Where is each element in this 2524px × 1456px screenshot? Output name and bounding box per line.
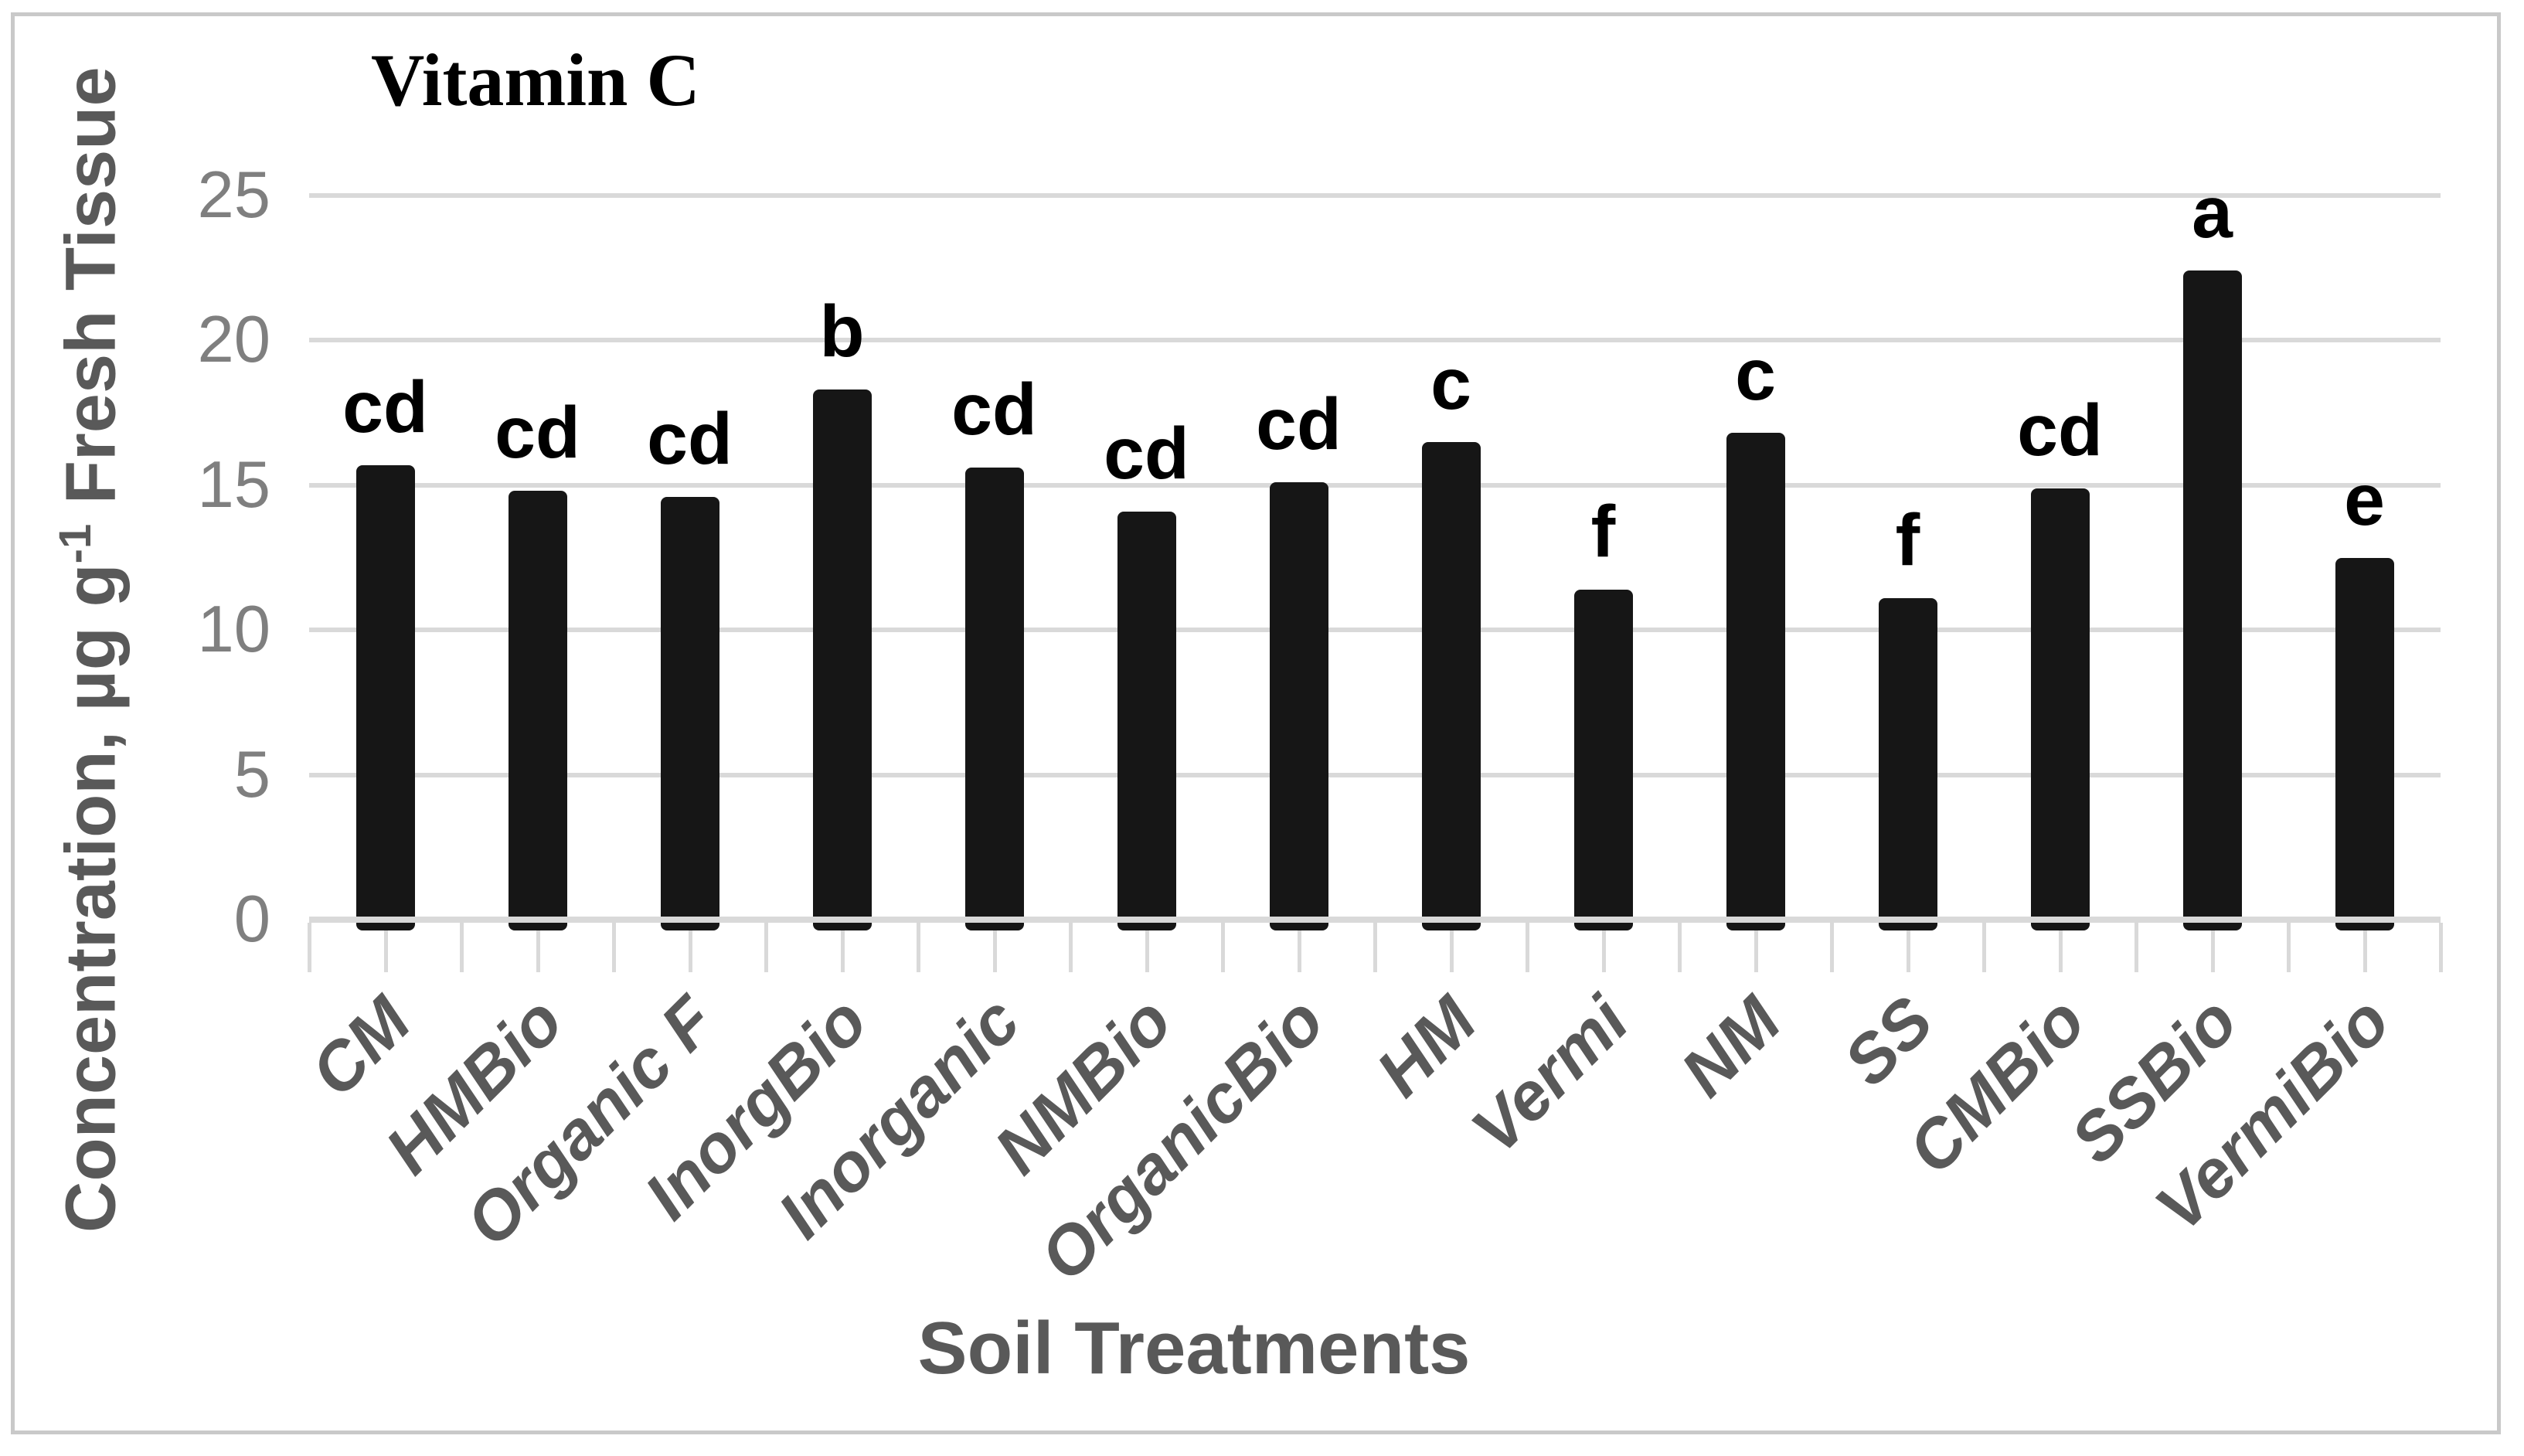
x-axis-tick xyxy=(1526,923,1529,972)
significance-letter-OrganicBio: cd xyxy=(1256,383,1342,466)
significance-letter-Inorganic: cd xyxy=(951,369,1037,451)
x-axis-tick xyxy=(2210,923,2215,972)
significance-letter-SS: f xyxy=(1895,498,1920,581)
bar-NM xyxy=(1726,433,1785,930)
x-axis-tick xyxy=(992,923,997,972)
y-tick-label-10: 10 xyxy=(197,593,270,667)
x-axis-tick xyxy=(308,923,311,972)
bar-SS xyxy=(1878,597,1937,930)
x-axis-tick xyxy=(1373,923,1377,972)
significance-letter-VermiBio: e xyxy=(2344,458,2385,541)
x-axis-tick xyxy=(383,923,388,972)
x-axis-tick xyxy=(1069,923,1073,972)
bar-CM xyxy=(355,464,415,930)
x-axis-tick xyxy=(1297,923,1301,972)
significance-letter-CM: cd xyxy=(342,366,428,448)
x-axis-tick xyxy=(1221,923,1225,972)
chart-title: Vitamin C xyxy=(371,39,700,121)
y-tick-label-15: 15 xyxy=(197,447,270,522)
x-axis-tick xyxy=(536,923,540,972)
x-axis-tick xyxy=(1906,923,1910,972)
x-axis-tick xyxy=(460,923,464,972)
bar-HM xyxy=(1421,441,1481,930)
x-axis-tick xyxy=(1449,923,1454,972)
bar-NMBio xyxy=(1117,511,1176,930)
significance-letter-SSBio: a xyxy=(2192,172,2233,254)
significance-letter-NM: c xyxy=(1735,334,1776,417)
gridline-y-10 xyxy=(309,628,2441,633)
y-tick-label-25: 25 xyxy=(197,158,270,232)
significance-letter-Vermi: f xyxy=(1590,490,1616,573)
bar-Inorganic xyxy=(964,468,1024,930)
figure-border xyxy=(11,12,2501,1434)
gridline-y-15 xyxy=(309,482,2441,488)
x-axis-tick xyxy=(1830,923,1834,972)
bar-InorgBio xyxy=(812,390,872,930)
gridline-y-25 xyxy=(309,193,2441,198)
bar-SSBio xyxy=(2182,270,2242,930)
y-tick-label-20: 20 xyxy=(197,303,270,377)
gridline-y-20 xyxy=(309,338,2441,343)
bar-HMBio xyxy=(508,491,567,930)
x-axis-tick xyxy=(2362,923,2367,972)
x-axis-tick xyxy=(2287,923,2291,972)
bar-VermiBio xyxy=(2335,557,2394,930)
x-axis-tick xyxy=(2439,923,2443,972)
y-tick-label-0: 0 xyxy=(233,883,270,956)
y-tick-label-5: 5 xyxy=(233,737,270,811)
x-axis-tick xyxy=(1982,923,1986,972)
bar-OrganicBio xyxy=(1269,482,1328,930)
x-axis-tick xyxy=(612,923,616,972)
x-axis-line xyxy=(309,917,2441,923)
bar-Organic F xyxy=(660,496,719,930)
x-axis-tick xyxy=(1145,923,1149,972)
x-axis-tick xyxy=(2135,923,2138,972)
x-axis-tick xyxy=(2058,923,2063,972)
bar-Vermi xyxy=(1573,589,1633,930)
x-axis-tick xyxy=(1678,923,1682,972)
significance-letter-NMBio: cd xyxy=(1104,412,1189,495)
significance-letter-InorgBio: b xyxy=(819,291,865,373)
significance-letter-Organic F: cd xyxy=(647,397,733,480)
significance-letter-HMBio: cd xyxy=(495,392,580,475)
significance-letter-CMBio: cd xyxy=(2017,389,2103,471)
x-axis-tick xyxy=(1601,923,1606,972)
x-axis-tick xyxy=(840,923,845,972)
significance-letter-HM: c xyxy=(1430,342,1471,425)
x-axis-title: Soil Treatments xyxy=(917,1307,1471,1390)
x-axis-tick xyxy=(764,923,768,972)
y-axis-title-superscript: -1 xyxy=(50,523,100,564)
gridline-y-5 xyxy=(309,772,2441,777)
x-axis-tick xyxy=(917,923,920,972)
x-axis-tick xyxy=(688,923,692,972)
x-axis-tick xyxy=(1754,923,1758,972)
bar-CMBio xyxy=(2030,488,2090,930)
